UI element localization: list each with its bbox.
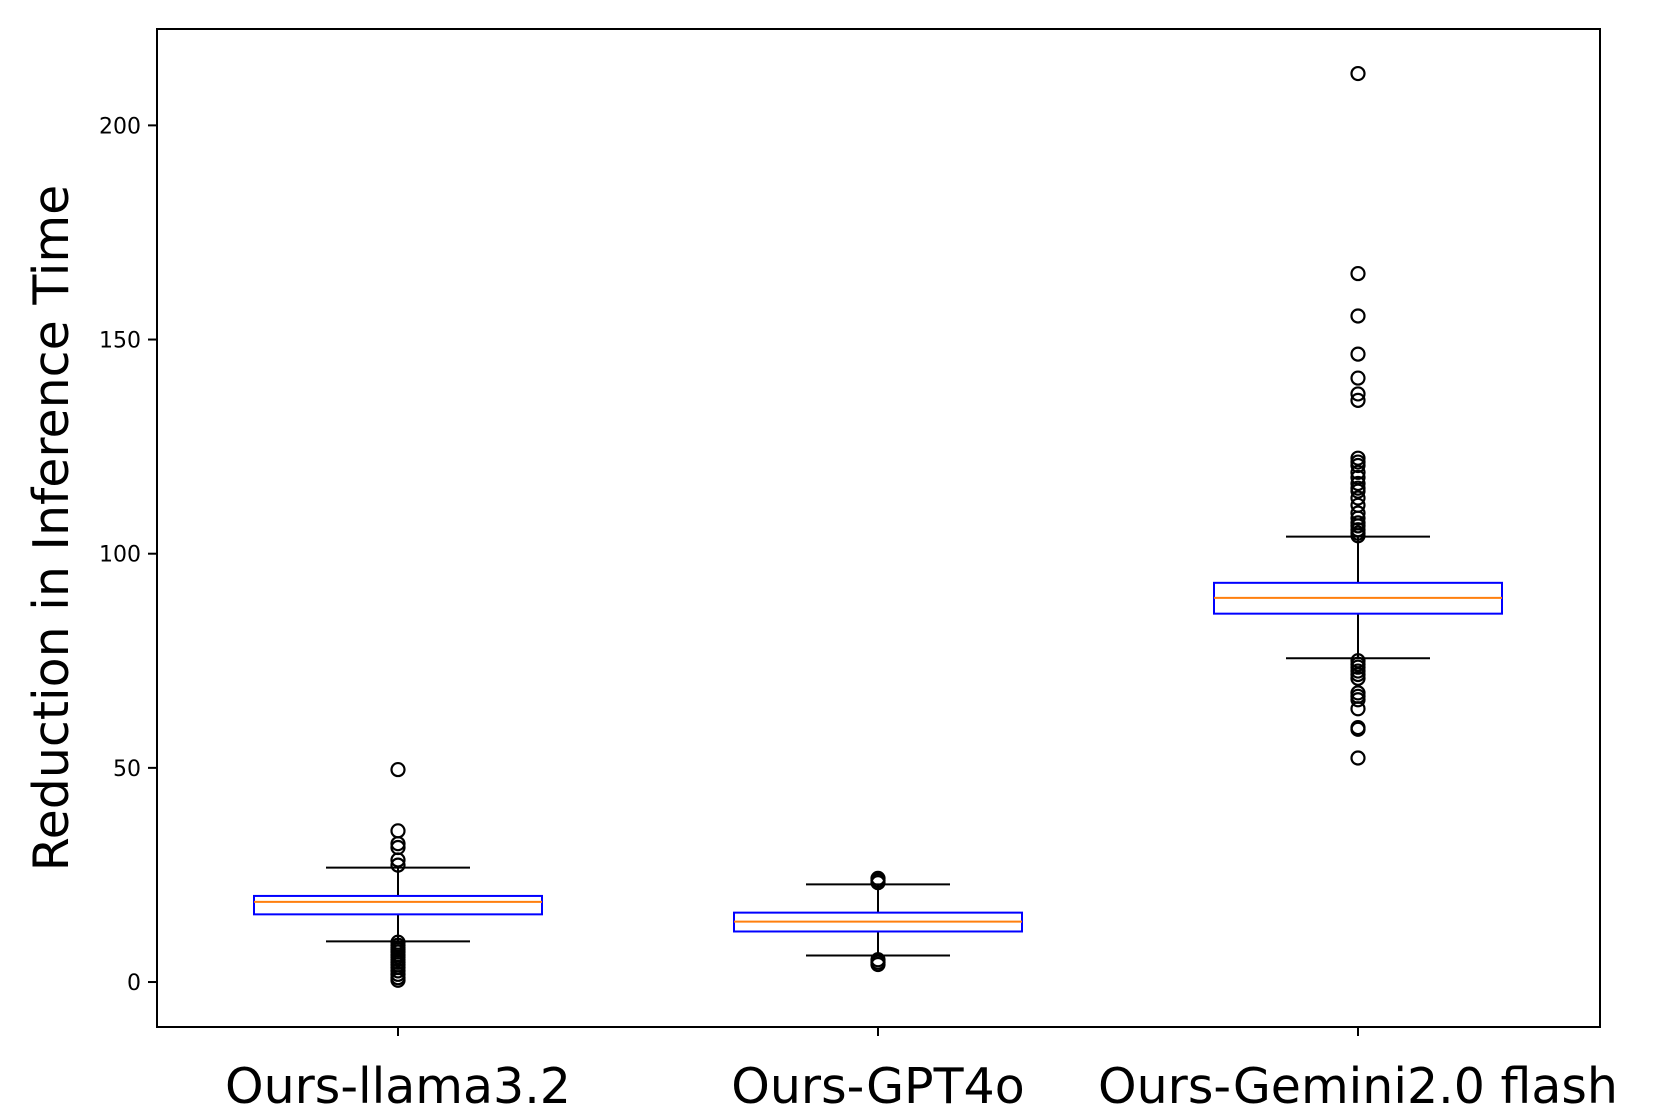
outlier-point <box>390 823 406 839</box>
outlier-point <box>1350 692 1366 708</box>
y-axis-title: Reduction in Inference Time <box>23 185 80 872</box>
outlier-point <box>1350 701 1366 717</box>
outlier-point <box>1350 65 1366 82</box>
box-iqr <box>253 894 543 916</box>
outlier-point <box>1350 721 1366 737</box>
outlier-point <box>1350 490 1366 506</box>
box-group-2 <box>733 870 1023 973</box>
outlier-point <box>390 761 406 778</box>
y-tick-label: 100 <box>99 543 141 568</box>
outlier-point <box>1350 386 1366 402</box>
outlier-point <box>1350 750 1366 766</box>
y-tick-label: 50 <box>113 757 141 782</box>
outlier-point <box>1350 510 1366 526</box>
outlier-point <box>1350 528 1366 544</box>
x-tick-label: Ours-GPT4o <box>731 1058 1024 1107</box>
outlier-point <box>1350 475 1366 492</box>
y-tick-label: 150 <box>99 329 141 354</box>
plot-frame <box>156 28 1601 1028</box>
box-group-1 <box>253 761 543 988</box>
x-axis: Ours-llama3.2 Ours-GPT4o Ours-Gemini2.0 fl… <box>225 1027 1618 1107</box>
outlier-point <box>1350 370 1366 386</box>
outlier-point <box>1350 265 1366 282</box>
outlier-point <box>1350 308 1366 324</box>
x-tick-label: Ours-Gemini2.0 flash <box>1098 1058 1618 1107</box>
box-group-3 <box>1213 65 1503 766</box>
outlier-point <box>390 972 406 988</box>
x-tick-label: Ours-llama3.2 <box>225 1058 571 1107</box>
outlier-point <box>1350 392 1366 408</box>
outlier-point <box>870 875 886 891</box>
outlier-point <box>1350 464 1366 480</box>
outlier-point <box>1350 483 1366 499</box>
y-tick-label: 0 <box>127 971 141 996</box>
outlier-point <box>1350 670 1366 686</box>
outlier-point <box>390 852 406 868</box>
outlier-point <box>1350 346 1366 362</box>
marks-layer <box>253 65 1503 988</box>
outlier-point <box>390 857 406 873</box>
y-tick-label: 200 <box>99 114 141 139</box>
y-axis: 0 50 100 150 200 <box>99 114 157 996</box>
outlier-point <box>870 956 886 973</box>
